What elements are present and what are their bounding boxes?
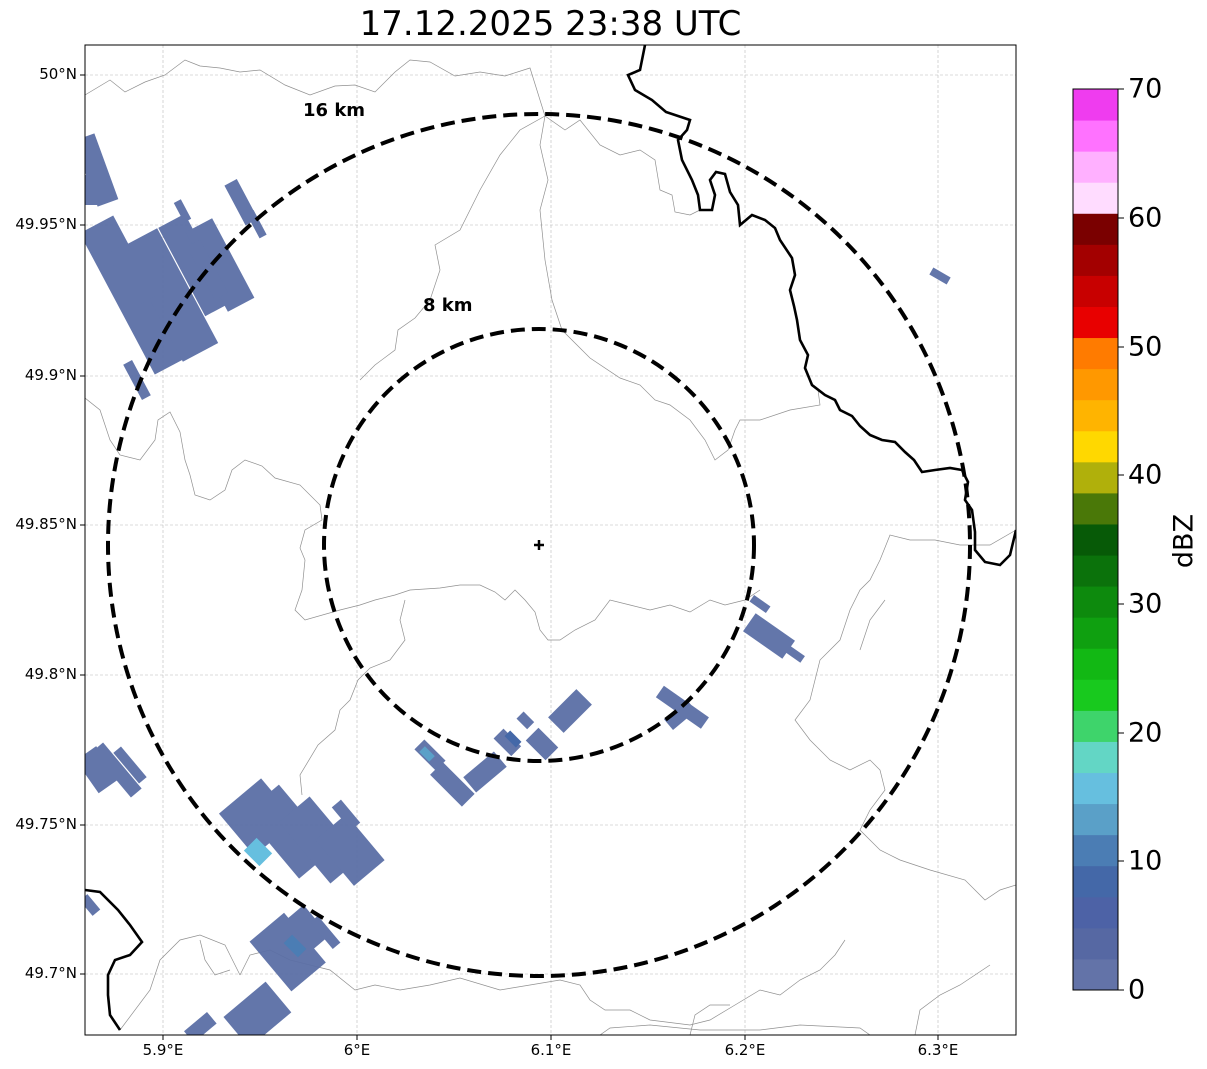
colorbar-tick-label: 30 <box>1128 588 1163 620</box>
colorbar-segment <box>1073 927 1118 960</box>
colorbar-frame <box>1072 88 1119 991</box>
lat-label: 49.9°N <box>24 366 77 384</box>
colorbar-segment <box>1073 399 1118 432</box>
lat-label: 50°N <box>39 65 77 83</box>
colorbar-segment <box>1073 523 1118 556</box>
colorbar-segment <box>1073 555 1118 587</box>
colorbar-segment <box>1073 182 1118 214</box>
axis-ticks <box>80 74 939 1040</box>
colorbar-segment <box>1073 679 1118 711</box>
radar-echoes <box>85 133 951 1035</box>
map-background <box>85 45 1016 1035</box>
colorbar-segment <box>1073 151 1118 183</box>
colorbar-segment <box>1073 213 1118 245</box>
lat-label: 49.8°N <box>24 665 77 683</box>
colorbar-tick-label: 70 <box>1128 73 1163 105</box>
colorbar-segment <box>1073 648 1118 680</box>
colorbar-segment <box>1073 803 1118 836</box>
colorbar-tick-label: 60 <box>1128 202 1163 234</box>
colorbar-tick-label: 10 <box>1128 845 1163 877</box>
colorbar-label: dBZ <box>1168 513 1200 569</box>
colorbar-segment <box>1073 586 1118 618</box>
colorbar-segment <box>1073 430 1118 463</box>
colorbar-segment <box>1073 958 1118 991</box>
lat-label: 49.95°N <box>15 215 77 233</box>
gridlines <box>85 45 1016 1035</box>
range-rings <box>106 112 972 978</box>
colorbar-segment <box>1073 120 1118 152</box>
municipal-boundaries <box>85 59 1016 1035</box>
colorbar-segment <box>1073 306 1118 339</box>
colorbar-segment <box>1073 772 1118 805</box>
colorbar-tick-label: 20 <box>1128 717 1163 749</box>
colorbar-ticks <box>1118 88 1124 991</box>
colorbar-segment <box>1073 865 1118 898</box>
colorbar-segment <box>1073 617 1118 649</box>
radar-echoes-strong <box>243 730 522 958</box>
lon-label: 5.9°E <box>142 1041 184 1059</box>
colorbar-segment <box>1073 368 1118 401</box>
colorbar-segment <box>1073 834 1118 867</box>
lat-label: 49.75°N <box>15 815 77 833</box>
range-ring-8km <box>322 327 756 763</box>
country-border <box>85 45 1016 1031</box>
colorbar-segment <box>1073 275 1118 307</box>
colorbar-tick-label: 0 <box>1128 974 1146 1006</box>
colorbar-segment <box>1073 710 1118 742</box>
range-ring-label-8km: 8 km <box>423 295 473 316</box>
colorbar-tick-label: 50 <box>1128 331 1163 363</box>
lon-label: 6.3°E <box>917 1041 959 1059</box>
lat-label: 49.7°N <box>24 964 77 982</box>
range-ring-16km <box>106 112 972 978</box>
colorbar <box>1073 89 1118 991</box>
colorbar-segment <box>1073 244 1118 276</box>
lon-label: 6.2°E <box>724 1041 766 1059</box>
colorbar-segment <box>1073 89 1118 121</box>
colorbar-segment <box>1073 461 1118 494</box>
colorbar-segment <box>1073 741 1118 774</box>
colorbar-segment <box>1073 337 1118 370</box>
lon-label: 6°E <box>343 1041 371 1059</box>
map-title: 17.12.2025 23:38 UTC <box>359 4 742 44</box>
colorbar-tick-label: 40 <box>1128 459 1163 491</box>
range-ring-label-16km: 16 km <box>303 100 366 121</box>
colorbar-segment <box>1073 492 1118 525</box>
lon-label: 6.1°E <box>530 1041 572 1059</box>
lat-label: 49.85°N <box>15 515 77 533</box>
colorbar-segment <box>1073 896 1118 929</box>
plus-marker-icon <box>534 540 544 550</box>
